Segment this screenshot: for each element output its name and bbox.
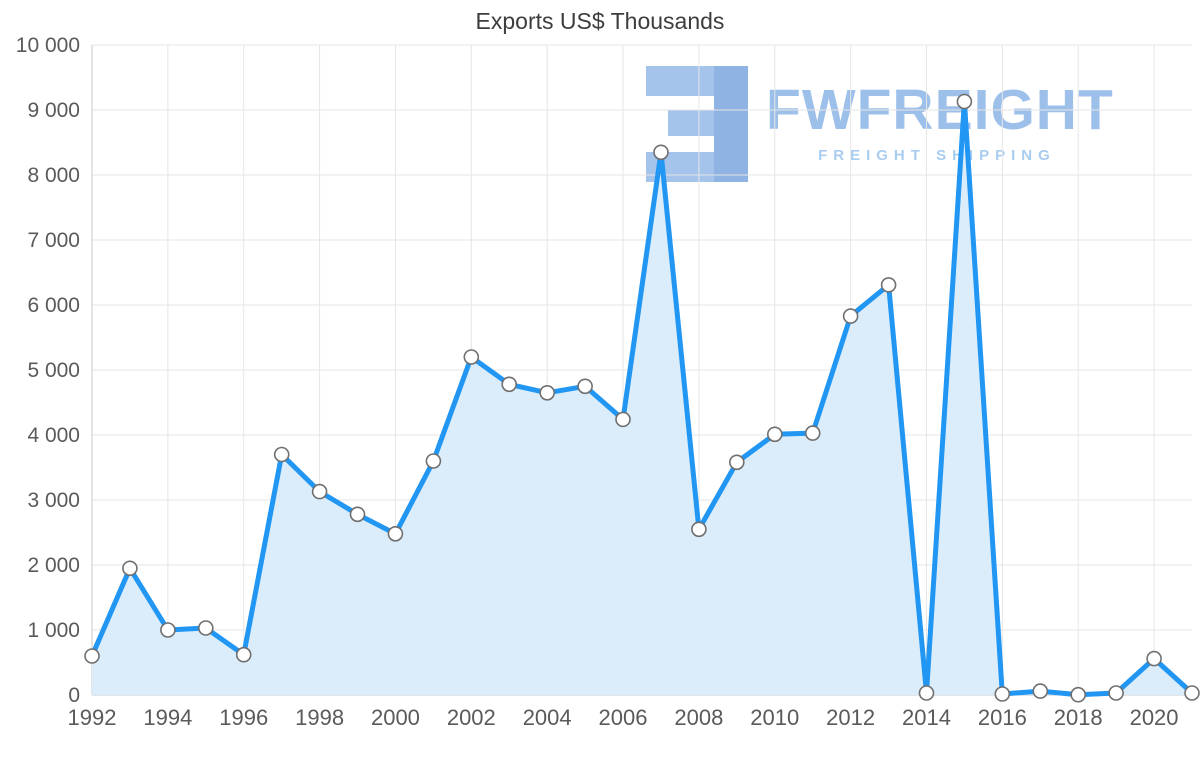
data-point-marker[interactable] (349, 506, 366, 523)
data-point-marker[interactable] (956, 93, 973, 110)
y-tick-label: 5 000 (27, 359, 80, 382)
data-point-marker[interactable] (994, 686, 1011, 702)
data-point-marker[interactable] (387, 525, 404, 542)
x-tick-label: 2012 (826, 705, 875, 730)
y-tick-label: 7 000 (27, 229, 80, 252)
x-tick-label: 1992 (68, 705, 117, 730)
data-point-marker[interactable] (653, 144, 669, 161)
data-point-marker[interactable] (235, 646, 252, 663)
data-point-marker[interactable] (160, 622, 176, 638)
y-tick-label: 10 000 (16, 34, 80, 57)
x-tick-label: 2000 (371, 705, 420, 730)
data-point-marker[interactable] (728, 454, 745, 471)
data-point-marker[interactable] (1108, 685, 1124, 701)
data-point-marker[interactable] (122, 560, 138, 577)
data-point-marker[interactable] (615, 411, 631, 428)
data-point-marker[interactable] (463, 349, 480, 365)
x-tick-label: 2002 (447, 705, 496, 730)
data-point-marker[interactable] (1070, 686, 1086, 703)
y-tick-label: 0 (68, 684, 80, 707)
data-point-marker[interactable] (273, 446, 290, 463)
data-point-marker[interactable] (577, 378, 593, 395)
y-tick-label: 8 000 (27, 164, 80, 187)
y-tick-label: 9 000 (27, 99, 80, 122)
data-point-marker[interactable] (1032, 683, 1049, 699)
data-point-marker[interactable] (311, 483, 328, 500)
x-tick-label: 2016 (978, 705, 1027, 730)
y-tick-label: 2 000 (27, 554, 80, 577)
data-point-marker[interactable] (842, 308, 859, 324)
x-tick-label: 1998 (295, 705, 344, 730)
x-tick-label: 1994 (143, 705, 192, 730)
data-point-marker[interactable] (1184, 685, 1200, 701)
data-point-marker[interactable] (918, 685, 935, 701)
x-tick-label: 2014 (902, 705, 951, 730)
data-point-marker[interactable] (691, 521, 707, 538)
y-tick-label: 4 000 (27, 424, 80, 447)
x-tick-label: 2004 (523, 705, 572, 730)
data-point-marker[interactable] (539, 384, 556, 401)
data-point-marker[interactable] (766, 426, 783, 443)
data-point-marker[interactable] (880, 277, 897, 293)
chart-title: Exports US$ Thousands (475, 8, 725, 34)
x-tick-label: 2020 (1130, 705, 1179, 730)
y-tick-label: 1 000 (27, 619, 80, 642)
data-point-marker[interactable] (198, 620, 214, 636)
area-fill (92, 101, 1192, 695)
x-tick-label: 2008 (674, 705, 723, 730)
x-tick-label: 2010 (750, 705, 799, 730)
y-tick-label: 6 000 (27, 294, 80, 317)
data-point-marker[interactable] (501, 376, 518, 393)
data-point-marker[interactable] (1146, 650, 1162, 667)
y-tick-label: 3 000 (27, 489, 80, 512)
data-point-marker[interactable] (804, 425, 821, 441)
data-point-marker[interactable] (425, 453, 442, 469)
data-point-marker[interactable] (84, 648, 100, 664)
x-tick-label: 2006 (599, 705, 648, 730)
x-tick-label: 1996 (219, 705, 268, 730)
x-tick-label: 2018 (1054, 705, 1103, 730)
